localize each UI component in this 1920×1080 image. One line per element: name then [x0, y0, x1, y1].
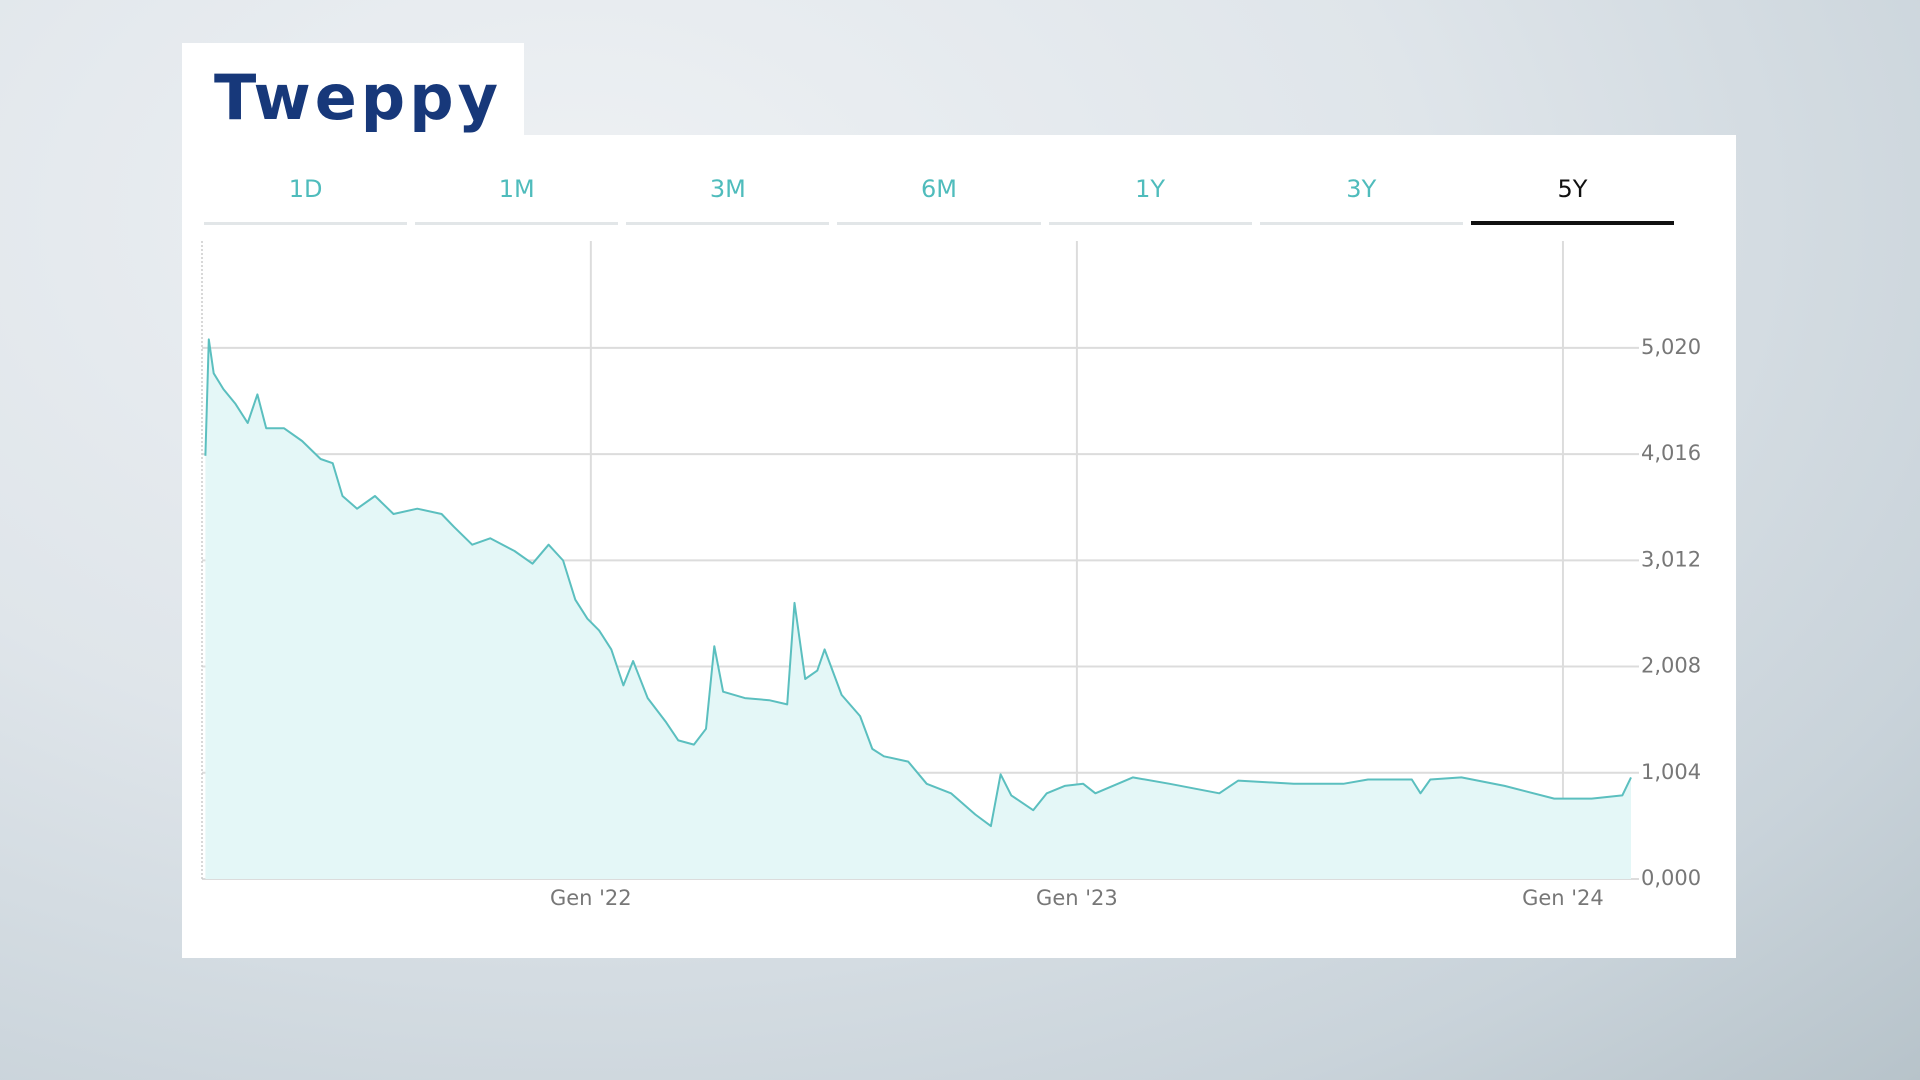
x-tick-label: Gen '23: [1036, 886, 1118, 910]
y-tick-label: 4,016: [1641, 441, 1701, 465]
range-tab[interactable]: 6M: [837, 175, 1041, 225]
range-tab[interactable]: 5Y: [1470, 175, 1674, 225]
x-tick-label: Gen '24: [1522, 886, 1604, 910]
range-tabs: 1D 1M 3M 6M 1Y 3Y 5Y: [204, 175, 1674, 225]
title-box: Tweppy: [182, 43, 524, 143]
y-tick-label: 3,012: [1641, 547, 1701, 571]
title: Tweppy: [214, 61, 502, 134]
range-tab[interactable]: 1D: [204, 175, 408, 225]
y-tick-label: 0,000: [1641, 866, 1701, 890]
y-tick-label: 2,008: [1641, 654, 1701, 678]
y-tick-label: 5,020: [1641, 335, 1701, 359]
y-tick-label: 1,004: [1641, 760, 1701, 784]
range-tab[interactable]: 3Y: [1259, 175, 1463, 225]
area-fill: [205, 339, 1631, 879]
range-tab[interactable]: 1M: [415, 175, 619, 225]
x-tick-label: Gen '22: [550, 886, 632, 910]
range-tab[interactable]: 3M: [626, 175, 830, 225]
price-line: [204, 338, 1632, 828]
range-tab[interactable]: 1Y: [1048, 175, 1252, 225]
